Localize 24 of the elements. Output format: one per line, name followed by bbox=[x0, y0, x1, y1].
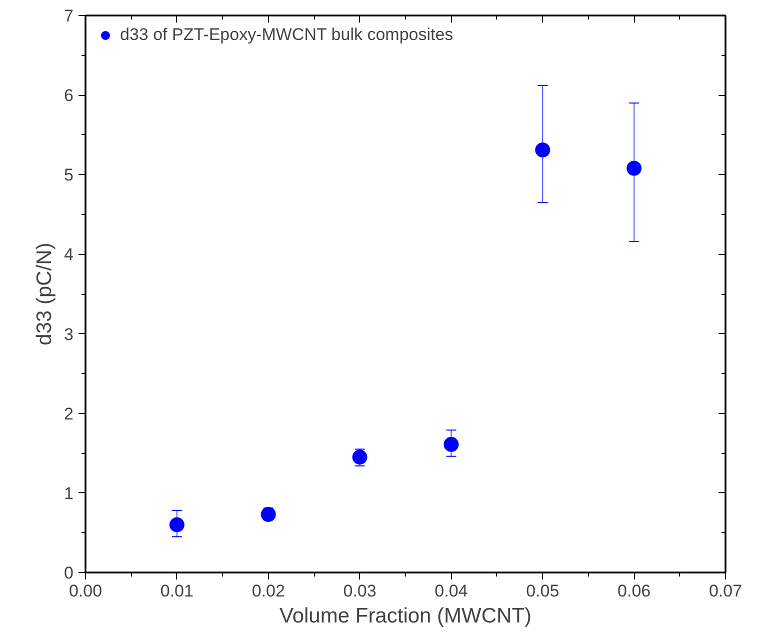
point bbox=[260, 506, 276, 522]
x-tick-label: 0.04 bbox=[434, 582, 468, 600]
y-tick-label: 2 bbox=[64, 404, 74, 424]
point bbox=[626, 160, 642, 176]
legend-label: d33 of PZT-Epoxy-MWCNT bulk composites bbox=[120, 25, 454, 45]
y-tick-label: 4 bbox=[64, 245, 74, 264]
x-tick-label: 0.06 bbox=[618, 582, 651, 600]
x-tick-label: 0.07 bbox=[708, 582, 742, 600]
x-tick-label: 0.02 bbox=[252, 582, 285, 600]
x-tick-label: 0.01 bbox=[160, 582, 194, 600]
x-tick-label: 0.00 bbox=[68, 582, 102, 600]
y-tick-label: 3 bbox=[64, 324, 74, 344]
point bbox=[535, 142, 550, 158]
y-tick-label: 0 bbox=[64, 564, 74, 582]
y-tick-label: 7 bbox=[64, 6, 74, 26]
y-axis-title: d33 (pC/N) bbox=[33, 242, 56, 346]
y-tick-label: 1 bbox=[64, 484, 74, 503]
y-tick-label: 6 bbox=[64, 86, 74, 106]
point bbox=[169, 517, 184, 532]
y-tick-label: 5 bbox=[64, 166, 74, 185]
x-axis-title: Volume Fraction (MWCNT) bbox=[279, 604, 532, 628]
x-tick-label: 0.03 bbox=[343, 582, 376, 600]
x-tick-label: 0.05 bbox=[526, 582, 560, 600]
point bbox=[444, 436, 459, 452]
